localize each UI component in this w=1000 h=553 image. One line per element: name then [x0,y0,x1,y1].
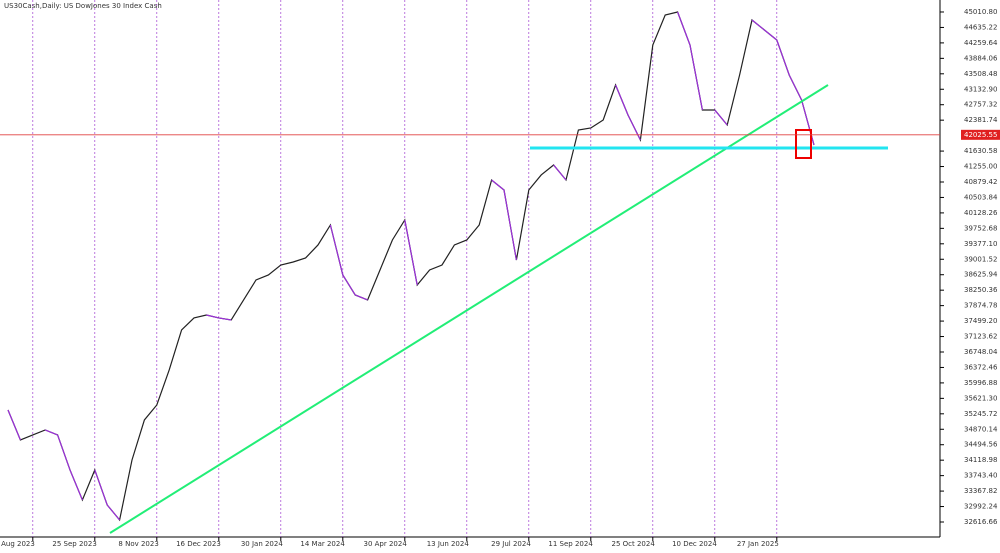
y-tick-label: 35245.72 [964,410,997,418]
y-tick-label: 43508.48 [964,70,997,78]
y-tick-label: 40503.84 [964,193,998,201]
y-tick-label: 35621.30 [964,394,997,402]
x-tick-label: 10 Dec 2024 [672,540,717,548]
y-tick-label: 35996.88 [964,379,997,387]
y-tick-label: 42757.32 [964,101,997,109]
y-tick-label: 34870.14 [964,425,998,433]
down-segment [615,84,629,116]
x-tick-label: 27 Jan 2025 [737,540,779,548]
current-price-label: 42025.55 [964,131,997,139]
x-tick-label: 14 Mar 2024 [300,540,345,548]
y-tick-label: 41630.58 [964,147,997,155]
down-segment [788,74,803,101]
y-tick-label: 43132.90 [964,85,997,93]
down-segment [689,44,703,111]
y-tick-label: 39001.52 [964,255,997,263]
down-segment [218,317,232,321]
current-price-tag [961,129,1000,140]
y-tick-label: 39377.10 [964,240,997,248]
trend-line [109,84,829,534]
y-tick-label: 38250.36 [964,286,998,294]
down-segment [627,114,641,141]
x-tick-label: 25 Oct 2024 [612,540,656,548]
y-tick-label: 37499.20 [964,317,997,325]
plot [7,11,815,522]
y-tick-label: 44259.64 [964,39,998,47]
down-segment [7,409,21,441]
x-tick-label: 30 Jan 2024 [241,540,284,548]
down-segment [503,189,517,261]
x-tick-label: 16 Dec 2023 [176,540,221,548]
y-tick-label: 34494.56 [964,441,998,449]
down-segment [342,274,356,296]
down-segment [776,39,790,76]
y-tick-label: 39752.68 [964,224,997,232]
down-segment [751,19,765,31]
down-segment [404,219,418,286]
grid [32,0,778,537]
down-segment [714,109,728,126]
x-tick-label: 11 Sep 2024 [548,540,593,548]
down-segment [94,469,108,506]
y-tick-label: 33743.40 [964,472,997,480]
y-tick-label: 32616.66 [964,518,998,526]
down-segment [329,224,344,276]
down-segment [764,29,778,41]
y-tick-label: 44635.22 [964,23,997,31]
chart-title: US30Cash,Daily: US DowJones 30 Index Cas… [4,2,162,10]
y-tick-label: 34118.98 [964,456,997,464]
y-tick-label: 40128.26 [964,209,998,217]
y-tick-label: 37874.78 [964,302,997,310]
down-segment [44,429,58,436]
highlight-box [795,129,812,159]
y-tick-label: 37123.62 [964,333,997,341]
y-tick-label: 36372.46 [964,363,998,371]
down-segment [491,179,505,191]
y-tick-label: 43884.06 [964,54,998,62]
y-tick-label: 38625.94 [964,271,998,279]
down-segment [206,314,219,319]
y-tick-label: 40879.42 [964,178,997,186]
down-segment [57,434,71,471]
y-tick-label: 45010.80 [964,8,997,16]
x-tick-label: 30 Apr 2024 [364,540,408,548]
down-segment [553,164,567,181]
y-tick-label: 41255.00 [964,163,997,171]
x-tick-label: 8 Nov 2023 [118,540,158,548]
y-tick-label: 42381.74 [964,116,998,124]
down-segment [677,11,691,46]
x-tick-label: 13 Jun 2024 [427,540,470,548]
down-segment [69,469,83,501]
y-tick-label: 32992.24 [964,503,998,511]
down-segment [106,504,121,521]
x-tick-label: 29 Jul 2024 [491,540,531,548]
x-tick-label: 10 Aug 2023 [0,540,35,548]
y-tick-label: 33367.82 [964,487,997,495]
down-segment [354,294,368,301]
x-tick-label: 25 Sep 2023 [52,540,96,548]
y-tick-label: 36748.04 [964,348,998,356]
